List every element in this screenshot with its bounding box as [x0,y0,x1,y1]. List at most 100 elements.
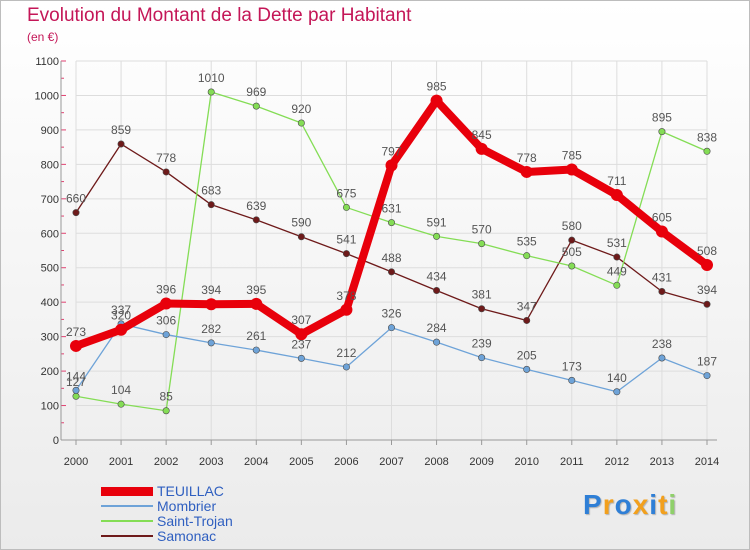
data-label: 394 [201,283,221,297]
data-point [701,258,713,271]
legend-item: Mombrier [101,499,301,514]
data-point [207,88,215,96]
data-point [207,201,215,209]
y-tick-label: 0 [53,435,59,447]
data-point [478,305,486,313]
data-point [478,354,486,362]
data-point [613,388,621,396]
data-point [342,363,350,371]
data-label: 273 [66,325,86,339]
data-label: 969 [246,85,266,99]
data-point [342,203,350,211]
data-label: 778 [156,151,176,165]
data-label: 378 [336,289,356,303]
data-point [72,392,80,400]
data-label: 85 [159,390,173,404]
data-point [703,147,711,155]
data-point [70,339,82,352]
data-label: 431 [652,271,672,285]
data-label: 590 [291,216,311,230]
data-label: 140 [607,371,627,385]
legend-swatch [101,505,153,507]
data-label: 187 [697,355,717,369]
data-label: 920 [291,102,311,116]
y-tick-label: 200 [41,366,59,378]
x-tick-label: 2008 [424,456,448,468]
data-point [342,250,350,258]
data-point [387,268,395,276]
data-label: 541 [336,233,356,247]
data-point [475,142,488,155]
data-label: 381 [472,288,492,302]
legend-item: Samonac [101,529,301,544]
data-label: 488 [381,251,401,265]
data-label: 639 [246,199,266,213]
data-point [72,386,80,394]
data-label: 306 [156,314,176,328]
data-point [207,339,215,347]
data-label: 859 [111,123,131,137]
x-tick-label: 2011 [560,456,584,468]
data-point [162,168,170,176]
legend-label: Mombrier [157,498,217,514]
data-label: 1010 [198,71,225,85]
data-point [117,400,125,408]
data-label: 660 [66,192,86,206]
data-point [340,303,353,316]
data-label: 212 [336,346,356,360]
brand-letter: x [632,489,650,520]
brand-letter: i [668,489,678,520]
data-point [613,253,621,261]
y-tick-label: 1100 [35,56,59,68]
data-label: 326 [381,307,401,321]
data-point [568,236,576,244]
data-label: 347 [517,299,537,313]
x-tick-label: 2014 [695,456,719,468]
data-label: 711 [607,174,626,188]
data-label: 173 [562,359,582,373]
y-tick-label: 900 [41,125,59,137]
data-point [655,225,668,238]
data-label: 675 [336,186,356,200]
data-label: 591 [427,215,447,229]
data-label: 797 [381,144,401,158]
brand-letter: i [649,489,659,520]
x-tick-label: 2000 [64,456,88,468]
data-point [703,372,711,380]
data-label: 580 [562,219,582,233]
y-tick-label: 500 [41,263,59,275]
legend-swatch [101,535,153,537]
data-label: 531 [607,236,627,250]
data-point [115,323,128,336]
brand-logo: Proxiti [583,489,677,521]
data-label: 838 [697,130,717,144]
data-point [252,216,260,224]
data-label: 205 [517,348,537,362]
x-tick-label: 2001 [109,456,133,468]
data-label: 845 [472,128,492,142]
x-tick-label: 2007 [379,456,403,468]
data-point [568,262,576,270]
x-tick-label: 2003 [199,456,223,468]
data-point [250,297,263,310]
data-point [703,300,711,308]
data-label: 985 [427,80,447,94]
brand-letter: P [583,489,603,520]
brand-letter: t [658,489,669,520]
data-label: 239 [472,337,492,351]
chart-unit: (en €) [27,30,59,44]
data-point [297,119,305,127]
data-label: 284 [427,321,447,335]
data-point [568,376,576,384]
y-tick-label: 100 [41,401,59,413]
legend-swatch [101,520,153,522]
data-label: 238 [652,337,672,351]
data-point [252,346,260,354]
legend-item: Saint-Trojan [101,514,301,529]
y-tick-label: 300 [41,332,59,344]
data-label: 395 [246,283,266,297]
data-point [658,288,666,296]
x-tick-label: 2012 [605,456,629,468]
brand-letter: r [602,489,615,520]
